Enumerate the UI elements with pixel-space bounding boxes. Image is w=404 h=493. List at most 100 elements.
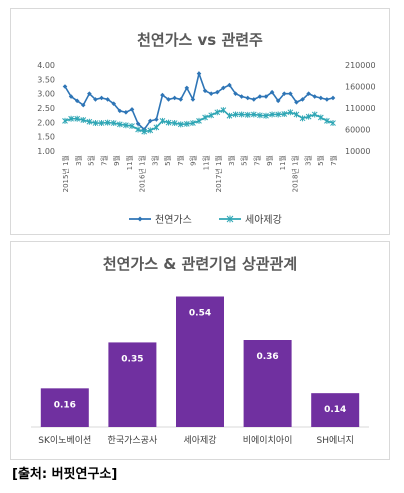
data-point [312, 94, 318, 99]
data-point [293, 111, 300, 118]
data-point [257, 94, 263, 99]
legend-marker-1 [226, 215, 234, 223]
data-point [87, 91, 92, 96]
category-label-0: SK이노베이션 [38, 435, 91, 446]
y-right-tick-label: 60000 [345, 126, 370, 135]
data-point [98, 120, 105, 127]
y-left-tick-label: 2.00 [37, 118, 55, 127]
data-point [324, 117, 330, 124]
data-point [86, 118, 93, 125]
data-point [105, 97, 110, 102]
data-point [62, 84, 68, 89]
x-tick-label: 2015년 1월 [61, 155, 70, 192]
x-tick-label: 11월 [125, 155, 134, 170]
data-point [154, 117, 159, 122]
x-tick-label: 5월 [163, 155, 172, 166]
data-point [239, 94, 244, 99]
bar-chart-title: 천연가스 & 관련기업 상관관계 [102, 255, 298, 273]
data-point [92, 120, 99, 127]
bar-value-label-4: 0.14 [324, 405, 346, 415]
data-point [299, 115, 306, 122]
data-point [275, 111, 282, 118]
data-point [141, 128, 148, 135]
legend-label-1: 세아제강 [245, 214, 282, 226]
data-point [244, 111, 251, 118]
data-point [153, 124, 160, 131]
data-point [116, 121, 123, 128]
data-point [135, 126, 141, 133]
data-point [135, 121, 141, 127]
data-point [129, 123, 135, 130]
category-label-2: 세아제강 [183, 435, 216, 446]
data-point [68, 115, 74, 122]
data-point [147, 118, 153, 124]
data-point [171, 120, 178, 127]
data-point [324, 97, 330, 102]
data-point [311, 111, 318, 118]
line-chart: 4.00 3.50 3.00 2.50 2.00 1.50 1.00 210000 160000… [37, 61, 376, 226]
y-left-tick-label: 3.00 [37, 90, 55, 99]
bar-1 [108, 342, 157, 427]
x-tick-label: 7월 [329, 155, 338, 166]
legend-label-0: 천연가스 [155, 214, 192, 226]
legend-marker-0 [137, 216, 143, 222]
data-point [147, 127, 154, 134]
x-tick-label: 9월 [265, 155, 274, 166]
x-tick-label: 5월 [316, 155, 325, 166]
bar-4 [311, 393, 360, 427]
x-tick-label: 5월 [87, 155, 96, 166]
data-point [99, 95, 104, 101]
x-tick-label: 2018년 1월 [291, 155, 300, 192]
data-point [74, 115, 81, 122]
data-point [214, 109, 221, 116]
data-point [165, 119, 172, 126]
data-point [177, 121, 184, 128]
x-tick-label: 7월 [252, 155, 261, 166]
bar-value-label-2: 0.54 [189, 309, 211, 319]
data-point [196, 71, 202, 76]
x-tick-label: 2016년 1월 [138, 155, 147, 192]
x-tick-label: 11월 [201, 155, 210, 170]
data-point [178, 97, 184, 102]
data-point [294, 99, 299, 105]
category-label-1: 한국가스공사 [108, 435, 158, 446]
data-point [245, 95, 251, 101]
data-point [104, 119, 111, 126]
data-point [110, 120, 117, 127]
data-point [238, 111, 245, 118]
data-point [93, 97, 98, 102]
data-point [305, 113, 312, 120]
data-point [233, 91, 238, 96]
data-point [202, 88, 208, 94]
data-point [184, 85, 190, 91]
data-point [263, 94, 269, 99]
y-left-tick-label: 2.50 [37, 104, 55, 113]
data-point [287, 109, 294, 116]
data-point [288, 91, 293, 96]
category-label-3: 비에이치아이 [243, 434, 293, 446]
data-point [80, 102, 86, 108]
y-right-tick-label: 110000 [345, 104, 376, 113]
data-point [172, 95, 177, 101]
data-point [111, 101, 117, 106]
x-tick-label: 11월 [278, 155, 287, 170]
bar-chart-panel: 천연가스 & 관련기업 상관관계 0.16 SK이노베이션 0.35 한국가스공사 0.… [10, 241, 390, 460]
x-tick-label: 7월 [99, 155, 108, 166]
data-point [226, 112, 233, 119]
bar-value-label-1: 0.35 [121, 354, 143, 364]
data-point [281, 111, 288, 118]
data-point [318, 95, 324, 101]
data-point [160, 92, 165, 98]
bar-value-label-3: 0.36 [256, 352, 278, 362]
y-left-tick-label: 1.00 [37, 147, 55, 156]
data-point [196, 117, 202, 124]
data-point [68, 94, 74, 99]
x-tick-label: 3월 [150, 155, 159, 166]
line-chart-title: 천연가스 vs 관련주 [137, 31, 263, 49]
bar-3 [243, 340, 292, 427]
source-note: [출처: 버핏연구소] [12, 467, 118, 482]
bar-0 [40, 388, 89, 427]
data-point [208, 112, 215, 119]
data-point [129, 107, 135, 112]
